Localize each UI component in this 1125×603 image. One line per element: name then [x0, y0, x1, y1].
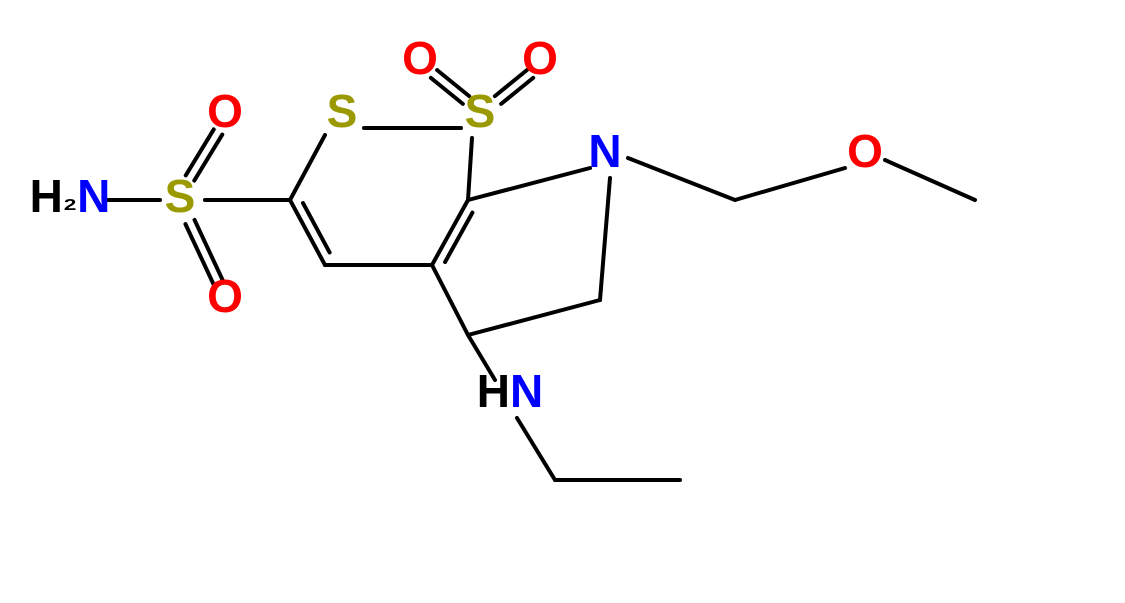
atom-label-O3: O — [207, 85, 243, 137]
atom-label-O1: O — [402, 32, 438, 84]
molecule-diagram: OOSSOSH₂NONOHN — [0, 0, 1125, 603]
atom-label-N1: N — [588, 125, 621, 177]
atom-label-S3: S — [165, 170, 196, 222]
atom-label-NH: HN — [477, 365, 543, 417]
atom-label-O5: O — [847, 125, 883, 177]
atom-label-S1: S — [465, 85, 496, 137]
atom-label-O2: O — [522, 32, 558, 84]
atom-label-S2: S — [327, 85, 358, 137]
atom-label-O4: O — [207, 270, 243, 322]
atom-label-NH2: H₂N — [30, 170, 111, 222]
